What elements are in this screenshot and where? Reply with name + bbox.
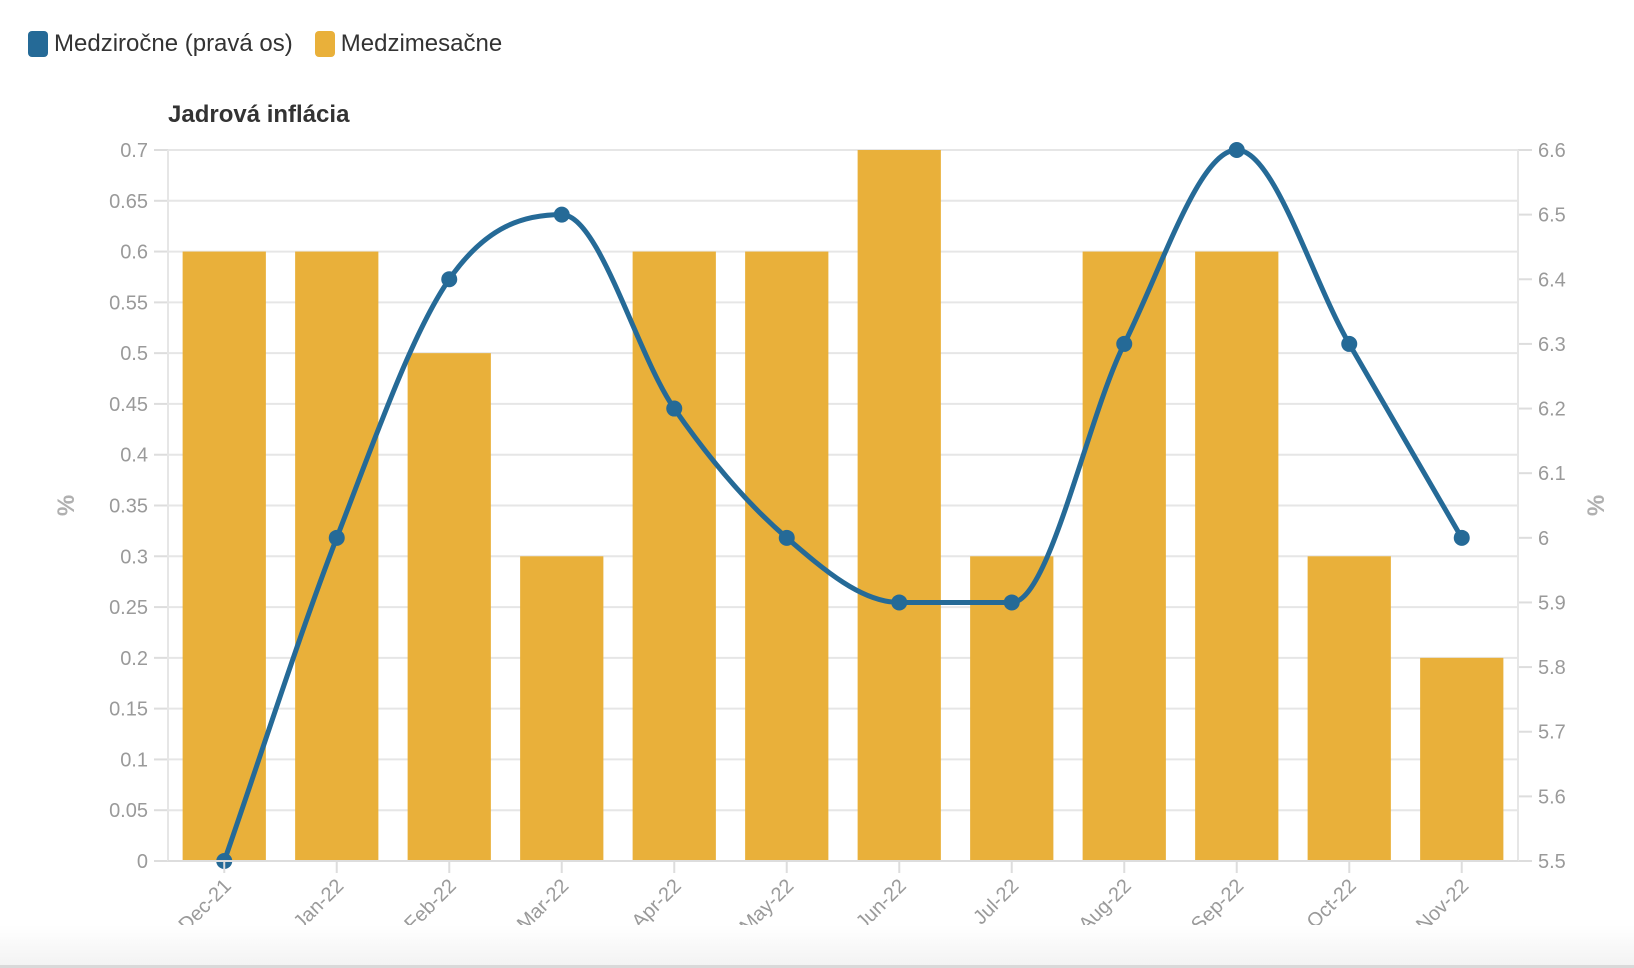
line-series-yoy	[216, 142, 1470, 869]
x-tick-label: Jul-22	[969, 875, 1023, 929]
legend-swatch-mom	[314, 31, 335, 57]
y-right-tick-label: 5.7	[1538, 722, 1566, 744]
footer-bar	[0, 925, 1634, 968]
y-tick-label: 0.55	[109, 292, 148, 314]
bar	[632, 251, 716, 862]
series-line	[221, 147, 1464, 862]
y-right-tick-label: 5.5	[1538, 851, 1566, 873]
line-point	[328, 529, 345, 546]
y-axis-label: %	[53, 495, 80, 516]
line-point	[666, 400, 683, 417]
legend: Medziročne (pravá os) Medzimesačne	[28, 30, 502, 58]
y-tick-label: 0.65	[109, 191, 148, 213]
line-point	[1228, 142, 1245, 158]
bar	[182, 251, 266, 862]
line-point	[1116, 335, 1133, 352]
y-tick-label: 0.3	[120, 546, 148, 568]
bar	[1420, 657, 1504, 861]
line-point	[553, 206, 570, 223]
line-point	[441, 271, 458, 288]
y-tick-label: 0.45	[109, 394, 148, 416]
y-tick-label: 0	[137, 851, 148, 873]
bar	[857, 150, 941, 861]
legend-item-yoy[interactable]: Medziročne (pravá os)	[28, 30, 293, 58]
y-tick-label: 0.4	[120, 445, 148, 467]
bar	[520, 556, 604, 861]
legend-swatch-yoy	[28, 31, 48, 57]
y-tick-label: 0.25	[109, 597, 148, 619]
y-tick-label: 0.1	[120, 749, 148, 771]
legend-label-mom: Medzimesačne	[340, 30, 503, 57]
y-right-tick-label: 6.4	[1538, 269, 1566, 291]
legend-label-yoy: Medziročne (pravá os)	[54, 30, 293, 57]
y-tick-label: 0.35	[109, 496, 148, 518]
line-point	[1003, 594, 1020, 611]
line-point	[1453, 529, 1470, 546]
y-tick-label: 0.5	[120, 343, 148, 365]
y-tick-label: 0.15	[109, 699, 148, 721]
y-right-tick-label: 5.9	[1538, 592, 1566, 614]
legend-item-mom[interactable]: Medzimesačne	[314, 30, 503, 58]
y-tick-label: 0.6	[120, 242, 148, 264]
bar	[1195, 251, 1279, 862]
bar	[295, 251, 379, 862]
bar	[1307, 556, 1391, 861]
line-point	[778, 529, 795, 546]
y-tick-label: 0.2	[120, 648, 148, 670]
y-tick-label: 0.05	[109, 800, 148, 822]
bar	[407, 353, 491, 861]
line-point	[891, 594, 908, 611]
bar	[1082, 251, 1166, 862]
bar	[745, 251, 829, 862]
y-right-tick-label: 5.6	[1538, 786, 1566, 808]
chart-title: Jadrová inflácia	[168, 101, 350, 128]
bar-series-mom	[182, 150, 1504, 862]
y-right-tick-label: 6.2	[1538, 399, 1566, 421]
y-right-tick-label: 5.8	[1538, 657, 1566, 679]
line-point	[1341, 335, 1358, 352]
y-right-tick-label: 6.3	[1538, 334, 1566, 356]
y-tick-label: 0.7	[120, 140, 148, 162]
y-right-tick-label: 6.6	[1538, 140, 1566, 162]
y-right-tick-label: 6.5	[1538, 205, 1566, 227]
y-right-tick-label: 6.1	[1538, 463, 1566, 485]
y-right-axis-label: %	[1583, 495, 1610, 516]
y-right-tick-label: 6	[1538, 528, 1549, 550]
